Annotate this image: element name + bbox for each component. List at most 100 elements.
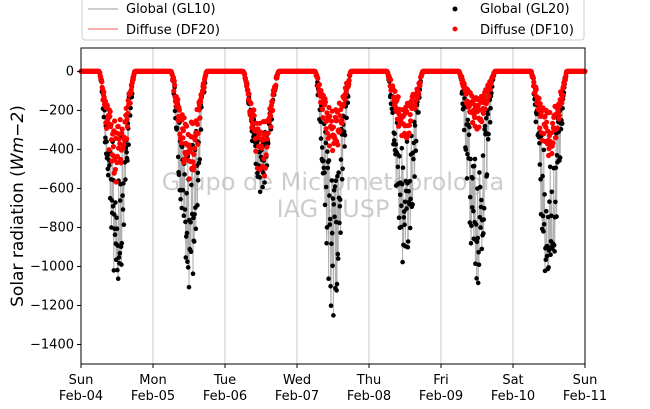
global-gl20-point bbox=[466, 132, 472, 138]
global-gl20-point bbox=[331, 188, 337, 193]
global-gl20-point bbox=[553, 165, 559, 171]
y-tick-label: −1400 bbox=[30, 337, 74, 352]
diffuse-df10-point bbox=[326, 143, 332, 149]
global-gl20-point bbox=[558, 126, 564, 132]
legend-label-global-gl10: Global (GL10) bbox=[126, 2, 216, 17]
global-gl20-point bbox=[193, 226, 199, 232]
diffuse-df10-point bbox=[388, 77, 394, 83]
y-tick-label: −400 bbox=[38, 142, 74, 157]
global-gl20-point bbox=[326, 276, 331, 282]
global-gl20-point bbox=[196, 160, 202, 166]
diffuse-df10-point bbox=[108, 137, 114, 143]
global-gl20-point bbox=[400, 165, 406, 170]
diffuse-df10-point bbox=[171, 78, 177, 84]
global-gl20-point bbox=[467, 124, 472, 130]
legend-marker-diffuse-df10 bbox=[452, 26, 458, 32]
x-tick-label: Thu Feb-08 bbox=[347, 373, 391, 404]
global-gl20-point bbox=[185, 265, 191, 270]
global-gl20-point bbox=[470, 176, 475, 181]
diffuse-df10-point bbox=[464, 98, 470, 104]
diffuse-df10-point bbox=[112, 118, 118, 124]
y-tick-label: −800 bbox=[38, 220, 74, 235]
diffuse-df10-point bbox=[559, 96, 565, 102]
diffuse-df10-point bbox=[264, 136, 270, 142]
diffuse-df10-point bbox=[412, 102, 418, 108]
global-gl20-point bbox=[103, 135, 108, 141]
global-gl20-point bbox=[413, 138, 419, 144]
global-gl20-point bbox=[483, 115, 489, 121]
global-gl20-point bbox=[391, 138, 397, 143]
diffuse-df10-point bbox=[544, 119, 550, 125]
global-gl20-point bbox=[393, 142, 399, 147]
diffuse-df10-point bbox=[550, 120, 556, 126]
global-gl20-point bbox=[469, 223, 474, 229]
global-gl20-point bbox=[397, 192, 403, 198]
diffuse-df10-point bbox=[119, 130, 125, 136]
diffuse-df10-point bbox=[316, 82, 322, 88]
global-gl20-point bbox=[392, 131, 397, 136]
global-gl20-point bbox=[534, 111, 539, 117]
global-gl20-point bbox=[192, 212, 197, 217]
global-gl20-point bbox=[547, 164, 553, 170]
global-gl20-point bbox=[183, 255, 189, 260]
diffuse-df10-point bbox=[395, 94, 401, 100]
global-gl20-point bbox=[183, 234, 189, 239]
diffuse-df10-point bbox=[108, 122, 114, 128]
global-gl20-point bbox=[481, 205, 487, 211]
diffuse-df10-point bbox=[101, 94, 107, 100]
diffuse-df10-point bbox=[273, 82, 279, 88]
global-gl20-point bbox=[479, 197, 484, 203]
diffuse-df10-point bbox=[119, 126, 125, 132]
diffuse-df10-point bbox=[116, 136, 122, 142]
global-gl20-point bbox=[395, 164, 401, 170]
y-axis-ticks: 0 −200 −400 −600 −800 −1000 −1200 −1400 bbox=[30, 64, 81, 352]
global-gl20-point bbox=[485, 111, 491, 117]
global-gl20-point bbox=[475, 280, 481, 286]
diffuse-df10-point bbox=[190, 159, 196, 165]
diffuse-df10-point bbox=[416, 89, 422, 95]
global-gl20-point bbox=[318, 136, 324, 141]
diffuse-df10-point bbox=[337, 128, 343, 134]
diffuse-df10-point bbox=[270, 107, 276, 113]
diffuse-df10-point bbox=[124, 136, 130, 142]
global-gl20-point bbox=[322, 170, 327, 175]
global-gl20-point bbox=[183, 219, 188, 225]
global-gl20-point bbox=[105, 172, 111, 178]
global-gl20-point bbox=[342, 144, 347, 149]
global-gl20-point bbox=[318, 119, 323, 124]
global-gl20-point bbox=[325, 149, 330, 154]
global-gl20-point bbox=[543, 208, 549, 214]
legend-label-global-gl20: Global (GL20) bbox=[480, 2, 570, 17]
global-gl20-point bbox=[541, 229, 546, 234]
diffuse-df10-point bbox=[334, 117, 340, 123]
global-gl20-point bbox=[191, 239, 197, 244]
diffuse-df10-point bbox=[104, 103, 110, 109]
global-gl20-point bbox=[197, 157, 203, 162]
diffuse-df10-point bbox=[246, 91, 252, 97]
diffuse-df10-point bbox=[194, 121, 200, 127]
diffuse-df10-point bbox=[181, 115, 187, 121]
global-gl20-point bbox=[412, 174, 417, 179]
global-gl20-point bbox=[399, 181, 405, 187]
global-gl20-point bbox=[104, 139, 109, 144]
global-gl20-point bbox=[174, 125, 180, 131]
global-gl20-point bbox=[120, 207, 126, 212]
global-gl20-point bbox=[477, 170, 482, 175]
global-gl20-point bbox=[475, 235, 481, 241]
global-gl20-point bbox=[116, 255, 122, 260]
x-tick-label: Sun Feb-11 bbox=[563, 373, 607, 404]
diffuse-df10-point bbox=[198, 99, 204, 105]
global-gl20-point bbox=[540, 173, 545, 179]
global-gl20-point bbox=[468, 241, 474, 246]
global-gl20-point bbox=[190, 271, 196, 277]
diffuse-df10-point bbox=[396, 111, 402, 117]
y-axis-label: Solar radiation (Wm−2) bbox=[8, 105, 28, 307]
global-gl20-point bbox=[487, 120, 493, 125]
global-gl20-point bbox=[324, 241, 329, 246]
global-gl20-point bbox=[329, 241, 334, 246]
global-gl20-point bbox=[477, 184, 483, 190]
diffuse-df10-point bbox=[472, 114, 478, 121]
global-gl20-point bbox=[113, 200, 118, 205]
diffuse-df10-point bbox=[262, 173, 268, 179]
global-gl20-point bbox=[121, 222, 127, 227]
